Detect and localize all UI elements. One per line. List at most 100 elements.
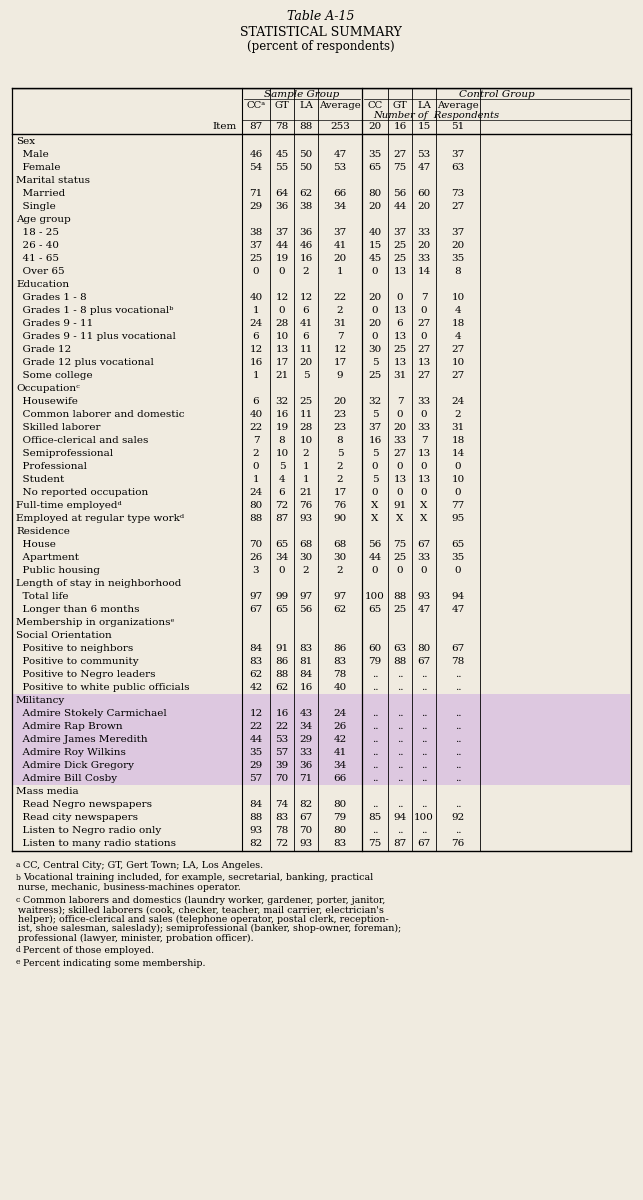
Bar	[13, 746, 630, 758]
Text: 6: 6	[303, 332, 309, 341]
Text: 2: 2	[303, 449, 309, 458]
Text: 17: 17	[333, 488, 347, 497]
Text: 253: 253	[330, 122, 350, 131]
Text: Positive to Negro leaders: Positive to Negro leaders	[16, 670, 156, 679]
Text: ..: ..	[455, 670, 461, 679]
Text: Married: Married	[16, 188, 65, 198]
Text: ..: ..	[397, 670, 403, 679]
Text: 20: 20	[300, 358, 312, 367]
Text: 18: 18	[451, 436, 465, 445]
Text: ..: ..	[421, 826, 427, 835]
Text: 12: 12	[249, 709, 262, 718]
Text: 0: 0	[372, 566, 378, 575]
Text: 13: 13	[394, 358, 406, 367]
Text: Read Negro newspapers: Read Negro newspapers	[16, 800, 152, 809]
Text: Vocational training included, for example, secretarial, banking, practical: Vocational training included, for exampl…	[23, 874, 373, 882]
Text: 0: 0	[253, 266, 259, 276]
Text: ..: ..	[397, 826, 403, 835]
Text: ..: ..	[455, 761, 461, 770]
Text: 22: 22	[249, 422, 262, 432]
Text: Admire James Meredith: Admire James Meredith	[16, 734, 148, 744]
Text: helper); office-clerical and sales (telephone operator, postal clerk, reception-: helper); office-clerical and sales (tele…	[18, 914, 389, 924]
Text: 47: 47	[451, 605, 465, 614]
Text: 34: 34	[300, 722, 312, 731]
Text: 8: 8	[455, 266, 461, 276]
Text: 25: 25	[300, 397, 312, 406]
Text: 34: 34	[333, 202, 347, 211]
Text: 82: 82	[300, 800, 312, 809]
Text: Positive to neighbors: Positive to neighbors	[16, 644, 133, 653]
Text: 75: 75	[394, 163, 406, 172]
Text: 6: 6	[253, 397, 259, 406]
Text: 56: 56	[394, 188, 406, 198]
Text: ..: ..	[455, 722, 461, 731]
Text: Length of stay in neighborhood: Length of stay in neighborhood	[16, 578, 181, 588]
Text: 16: 16	[368, 436, 382, 445]
Text: 16: 16	[275, 410, 289, 419]
Text: 57: 57	[275, 748, 289, 757]
Text: 33: 33	[417, 553, 431, 562]
Text: 0: 0	[455, 462, 461, 470]
Text: 0: 0	[278, 566, 285, 575]
Text: 31: 31	[333, 319, 347, 328]
Text: Marital status: Marital status	[16, 176, 90, 185]
Text: 93: 93	[249, 826, 262, 835]
Text: 71: 71	[249, 188, 262, 198]
Text: 0: 0	[397, 488, 403, 497]
Text: ..: ..	[455, 709, 461, 718]
Text: ..: ..	[372, 709, 378, 718]
Text: 32: 32	[368, 397, 382, 406]
Text: Listen to Negro radio only: Listen to Negro radio only	[16, 826, 161, 835]
Text: 0: 0	[372, 462, 378, 470]
Text: 47: 47	[417, 605, 431, 614]
Text: 33: 33	[300, 748, 312, 757]
Text: 18: 18	[451, 319, 465, 328]
Text: Over 65: Over 65	[16, 266, 65, 276]
Text: 65: 65	[275, 540, 289, 550]
Text: 78: 78	[275, 122, 289, 131]
Text: X: X	[421, 502, 428, 510]
Text: 13: 13	[417, 358, 431, 367]
Text: 67: 67	[300, 814, 312, 822]
Text: 54: 54	[249, 163, 262, 172]
Text: 79: 79	[333, 814, 347, 822]
Text: 1: 1	[253, 475, 259, 484]
Text: 31: 31	[394, 371, 406, 380]
Text: 37: 37	[451, 150, 465, 158]
Text: 33: 33	[417, 397, 431, 406]
Text: 33: 33	[417, 228, 431, 236]
Text: 0: 0	[372, 488, 378, 497]
Text: Percent of those employed.: Percent of those employed.	[23, 946, 154, 955]
Text: 64: 64	[275, 188, 289, 198]
Text: 83: 83	[333, 839, 347, 848]
Text: ..: ..	[421, 683, 427, 692]
Text: 35: 35	[368, 150, 382, 158]
Text: 35: 35	[451, 254, 465, 263]
Text: 28: 28	[300, 422, 312, 432]
Text: 27: 27	[394, 449, 406, 458]
Text: 87: 87	[249, 122, 262, 131]
Text: 0: 0	[253, 462, 259, 470]
Text: 80: 80	[417, 644, 431, 653]
Text: 27: 27	[417, 346, 431, 354]
Text: 76: 76	[451, 839, 465, 848]
Text: 8: 8	[337, 436, 343, 445]
Text: 22: 22	[333, 293, 347, 302]
Text: 76: 76	[333, 502, 347, 510]
Text: Grades 1 - 8: Grades 1 - 8	[16, 293, 87, 302]
Text: 27: 27	[451, 346, 465, 354]
Text: Item: Item	[213, 122, 237, 131]
Text: 4: 4	[455, 306, 461, 314]
Text: 47: 47	[417, 163, 431, 172]
Text: 16: 16	[300, 683, 312, 692]
Text: 31: 31	[451, 422, 465, 432]
Text: 90: 90	[333, 514, 347, 523]
Text: Admire Dick Gregory: Admire Dick Gregory	[16, 761, 134, 770]
Text: ..: ..	[372, 734, 378, 744]
Text: 41: 41	[333, 748, 347, 757]
Text: ..: ..	[397, 774, 403, 782]
Text: Control Group: Control Group	[458, 90, 534, 98]
Text: e: e	[16, 959, 21, 966]
Text: ..: ..	[455, 800, 461, 809]
Text: 81: 81	[300, 658, 312, 666]
